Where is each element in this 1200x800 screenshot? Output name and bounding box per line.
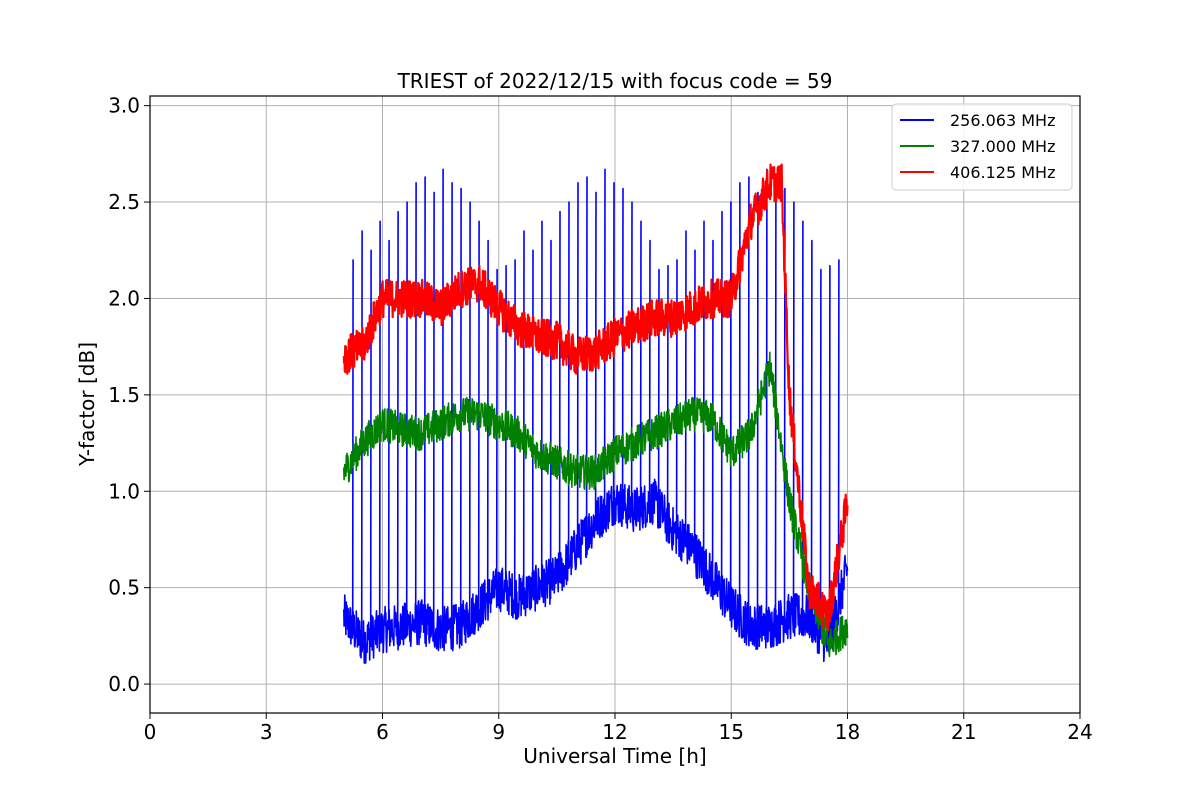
series-line-1	[343, 168, 849, 664]
x-ticks: 0 3 6 9 12 15 18 21 24	[144, 713, 1093, 744]
x-tick-label: 18	[835, 720, 860, 744]
series-line-3	[342, 163, 849, 632]
x-tick-label: 12	[602, 720, 627, 744]
x-tick-label: 3	[260, 720, 273, 744]
series-layer	[342, 163, 849, 664]
x-tick-label: 15	[719, 720, 744, 744]
y-tick-label: 1.0	[108, 479, 140, 503]
y-tick-label: 0.5	[108, 576, 140, 600]
x-tick-label: 24	[1067, 720, 1092, 744]
x-tick-label: 21	[951, 720, 976, 744]
legend: 256.063 MHz 327.000 MHz 406.125 MHz	[891, 103, 1073, 191]
x-tick-label: 9	[492, 720, 505, 744]
y-tick-label: 3.0	[108, 94, 140, 118]
legend-label: 256.063 MHz	[950, 111, 1055, 130]
legend-label: 406.125 MHz	[950, 163, 1055, 182]
legend-label: 327.000 MHz	[950, 137, 1055, 156]
x-axis-label: Universal Time [h]	[523, 744, 706, 768]
x-tick-label: 0	[144, 720, 157, 744]
y-tick-label: 1.5	[108, 383, 140, 407]
y-tick-label: 2.0	[108, 286, 140, 310]
y-tick-label: 2.5	[108, 190, 140, 214]
chart-title: TRIEST of 2022/12/15 with focus code = 5…	[397, 69, 833, 93]
legend-box	[891, 103, 1073, 191]
x-tick-label: 6	[376, 720, 389, 744]
series-line-2	[343, 351, 849, 658]
y-ticks: 0.0 0.5 1.0 1.5 2.0 2.5 3.0	[108, 94, 150, 696]
y-tick-label: 0.0	[108, 672, 140, 696]
y-axis-label: Y-factor [dB]	[75, 342, 99, 467]
